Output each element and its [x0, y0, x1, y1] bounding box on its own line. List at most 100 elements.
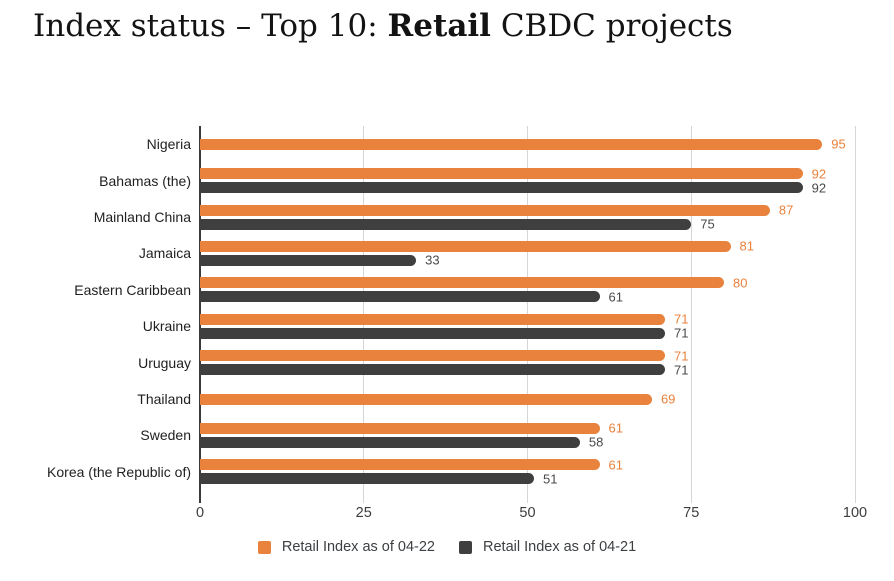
chart-row: Nigeria 95 — [0, 126, 894, 162]
bar-value-label: 61 — [608, 420, 624, 436]
bar-04-22 — [200, 313, 666, 325]
row-plot: 61 51 — [200, 454, 855, 490]
category-label: Thailand — [137, 391, 191, 408]
category-label: Eastern Caribbean — [74, 281, 191, 298]
bar-04-21 — [200, 473, 535, 485]
bar-line: 51 — [200, 471, 855, 487]
chart-title: Index status – Top 10: Retail CBDC proje… — [33, 8, 733, 44]
row-plot: 71 71 — [200, 344, 855, 380]
bar-04-21 — [200, 254, 417, 266]
legend-item-retail-04-21: Retail Index as of 04-21 — [459, 539, 636, 555]
bar-line: 71 — [200, 348, 855, 364]
bar-line: 71 — [200, 325, 855, 341]
row-plot: 61 58 — [200, 417, 855, 453]
bar-line: 61 — [200, 289, 855, 305]
row-plot: 81 33 — [200, 235, 855, 271]
gridline-75 — [690, 126, 692, 503]
bar-line: 71 — [200, 311, 855, 327]
bar-line: 33 — [200, 252, 855, 268]
legend-item-retail-04-22: Retail Index as of 04-22 — [257, 539, 435, 555]
bar-value-label: 80 — [733, 275, 748, 291]
bar-value-label: 33 — [425, 252, 440, 268]
bar-value-label: 51 — [543, 471, 558, 487]
bar-04-21 — [200, 218, 692, 230]
chart-row: Mainland China 87 75 — [0, 199, 894, 235]
x-tick-label-25: 25 — [355, 505, 372, 521]
gridline-100 — [854, 126, 856, 503]
bar-line: 58 — [200, 436, 855, 449]
bar-04-21 — [200, 327, 666, 339]
bar-04-22 — [200, 168, 803, 180]
chart-row: Uruguay 71 71 — [0, 344, 894, 380]
category-label: Uruguay — [138, 354, 191, 371]
bar-line: 81 — [200, 238, 855, 254]
x-tick-label-75: 75 — [683, 505, 700, 521]
bar-04-22 — [200, 393, 652, 405]
bar-value-label: 92 — [811, 166, 827, 182]
bar-line: 61 — [200, 458, 855, 471]
x-axis-labels: 0 25 50 75 100 — [196, 505, 867, 523]
bar-value-label: 69 — [660, 391, 676, 407]
bar-line: 92 — [200, 166, 855, 182]
bar-line: 61 — [200, 420, 855, 436]
bar-value-label: 81 — [739, 238, 755, 254]
bar-line: 69 — [200, 391, 855, 407]
category-label: Ukraine — [142, 318, 191, 335]
chart-row: Thailand 69 — [0, 381, 894, 417]
category-label: Mainland China — [93, 209, 191, 226]
row-plot: 92 92 — [200, 162, 855, 198]
legend-label-04-21: Retail Index as of 04-21 — [483, 539, 637, 555]
chart-row: Bahamas (the) 92 92 — [0, 162, 894, 198]
bar-value-label: 87 — [778, 202, 794, 218]
chart-title-prefix: Index status – Top 10: — [33, 8, 388, 44]
bar-line: 87 — [200, 202, 855, 218]
row-plot: 71 71 — [200, 308, 855, 344]
bar-04-21 — [200, 182, 803, 194]
x-tick-label-0: 0 — [195, 505, 205, 521]
row-plot: 80 61 — [200, 272, 855, 308]
bar-value-label: 71 — [674, 348, 689, 364]
plot-area: Nigeria 95 Bahamas (the) 92 92 Mainland China… — [0, 126, 894, 503]
bar-line: 75 — [200, 216, 855, 232]
chart-title-suffix: CBDC projects — [490, 8, 733, 44]
bar-04-22 — [200, 350, 666, 362]
bar-value-label: 71 — [674, 362, 689, 378]
bar-04-21 — [200, 436, 580, 448]
chart-rows: Nigeria 95 Bahamas (the) 92 92 Mainland China… — [0, 126, 894, 490]
bar-value-label: 92 — [811, 180, 827, 196]
bar-value-label: 71 — [674, 311, 689, 327]
bar-line: 92 — [200, 180, 855, 196]
category-label: Korea (the Republic of) — [47, 463, 191, 480]
legend-label-04-22: Retail Index as of 04-22 — [281, 539, 435, 555]
bar-04-22 — [200, 277, 724, 289]
bar-value-label: 71 — [674, 325, 689, 341]
legend-swatch-04-21 — [459, 540, 472, 554]
bar-value-label: 61 — [608, 289, 624, 305]
category-label: Bahamas (the) — [99, 172, 191, 189]
bar-value-label: 95 — [831, 136, 846, 152]
chart-row: Ukraine 71 71 — [0, 308, 894, 344]
bar-line: 80 — [200, 275, 855, 291]
category-label: Nigeria — [146, 136, 191, 153]
bar-04-22 — [200, 138, 823, 150]
bar-value-label: 75 — [700, 216, 715, 232]
row-plot: 69 — [200, 381, 855, 417]
legend: Retail Index as of 04-22 Retail Index as… — [0, 539, 894, 555]
category-label: Sweden — [140, 427, 191, 444]
chart-row: Jamaica 81 33 — [0, 235, 894, 271]
bar-line: 95 — [200, 136, 855, 152]
chart-row: Sweden 61 58 — [0, 417, 894, 453]
chart-title-bold-word: Retail — [387, 8, 491, 44]
chart-row: Korea (the Republic of) 61 51 — [0, 454, 894, 490]
bar-04-22 — [200, 422, 600, 434]
x-tick-label-50: 50 — [519, 505, 536, 521]
category-label: Jamaica — [138, 245, 191, 262]
legend-swatch-04-22 — [257, 540, 271, 554]
bar-04-22 — [200, 459, 600, 471]
x-tick-label-100: 100 — [842, 505, 868, 521]
bar-04-21 — [200, 291, 600, 303]
bar-04-22 — [200, 204, 770, 216]
bar-04-22 — [200, 240, 731, 252]
bar-line: 71 — [200, 362, 855, 378]
bar-04-21 — [200, 364, 666, 376]
